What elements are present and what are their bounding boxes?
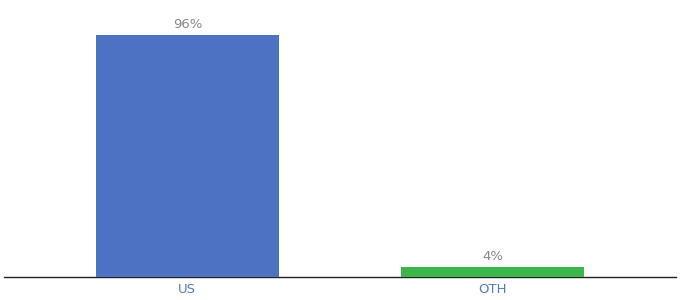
Bar xyxy=(96,34,279,277)
Text: 4%: 4% xyxy=(482,250,503,263)
Bar xyxy=(401,267,584,277)
Text: 96%: 96% xyxy=(173,18,202,31)
